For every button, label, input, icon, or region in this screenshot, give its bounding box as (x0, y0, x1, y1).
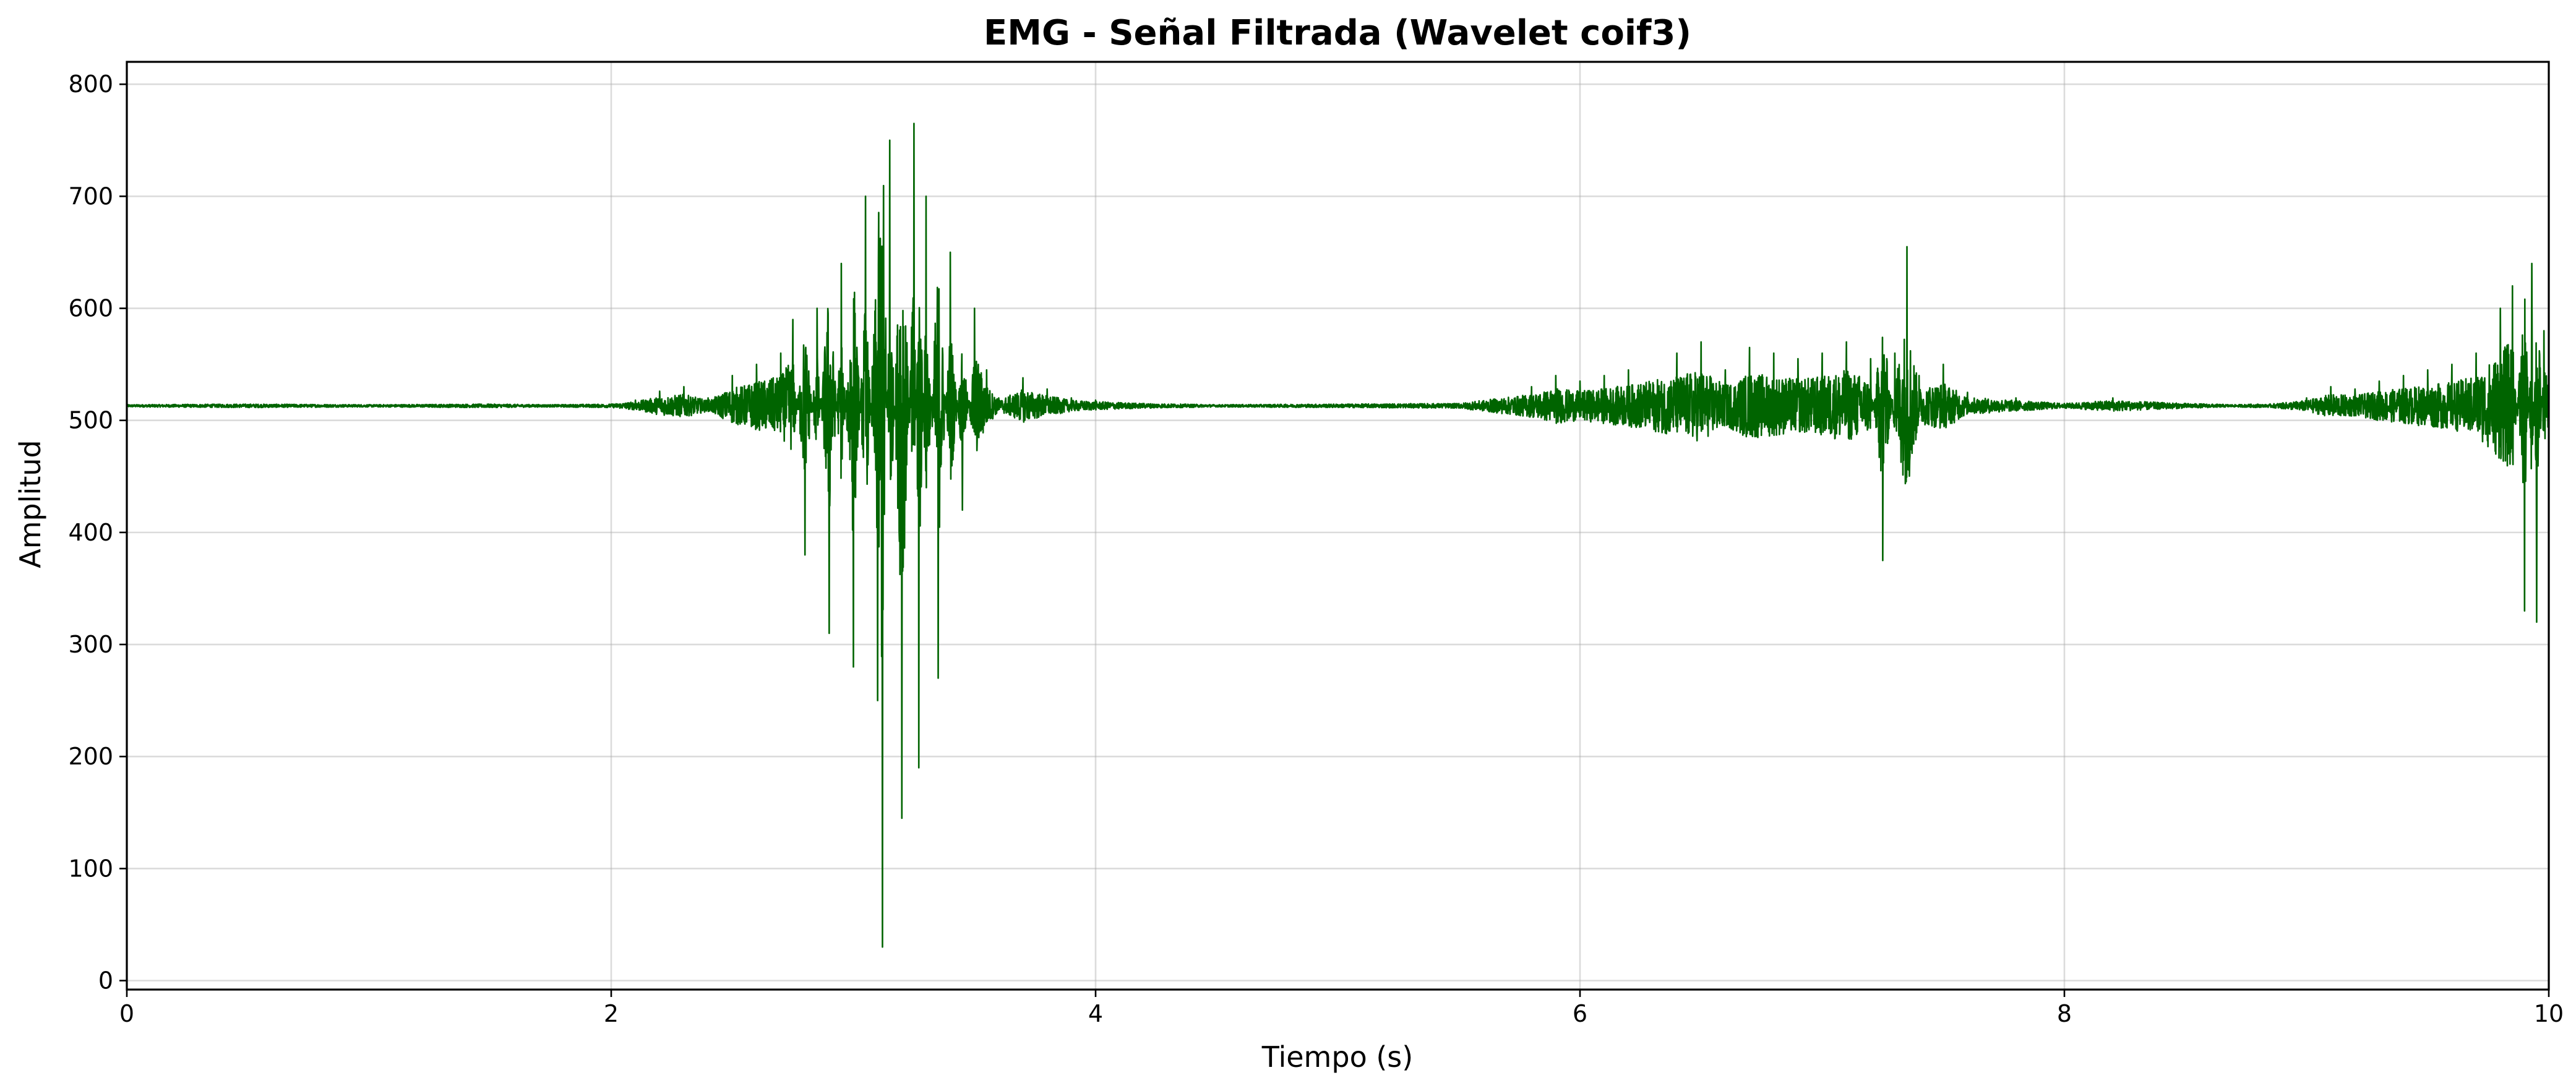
series-line (126, 122, 2550, 948)
x-tick-label: 6 (1573, 1000, 1587, 1027)
y-tick-label: 100 (68, 855, 113, 882)
axes-frame (126, 61, 2550, 991)
y-tick-label: 300 (68, 631, 113, 658)
x-tick-label: 2 (604, 1000, 619, 1027)
grid-lines (126, 62, 2550, 990)
y-tick-label: 200 (68, 743, 113, 770)
x-tick-label: 8 (2057, 1000, 2072, 1027)
y-tick-label: 500 (68, 407, 113, 434)
x-tick-label: 4 (1088, 1000, 1103, 1027)
y-tick-label: 700 (68, 182, 113, 210)
y-tick-label: 600 (68, 295, 113, 322)
y-tick-label: 800 (68, 71, 113, 98)
y-tick-label: 400 (68, 519, 113, 546)
x-axis-label: Tiempo (s) (1261, 1040, 1413, 1074)
signal-series (126, 122, 2550, 948)
x-tick-label: 10 (2534, 1000, 2564, 1027)
chart-title: EMG - Señal Filtrada (Wavelet coif3) (984, 13, 1691, 53)
y-axis-label: Amplitud (14, 440, 47, 568)
x-tick-label: 0 (119, 1000, 134, 1027)
y-tick-label: 0 (98, 967, 113, 995)
